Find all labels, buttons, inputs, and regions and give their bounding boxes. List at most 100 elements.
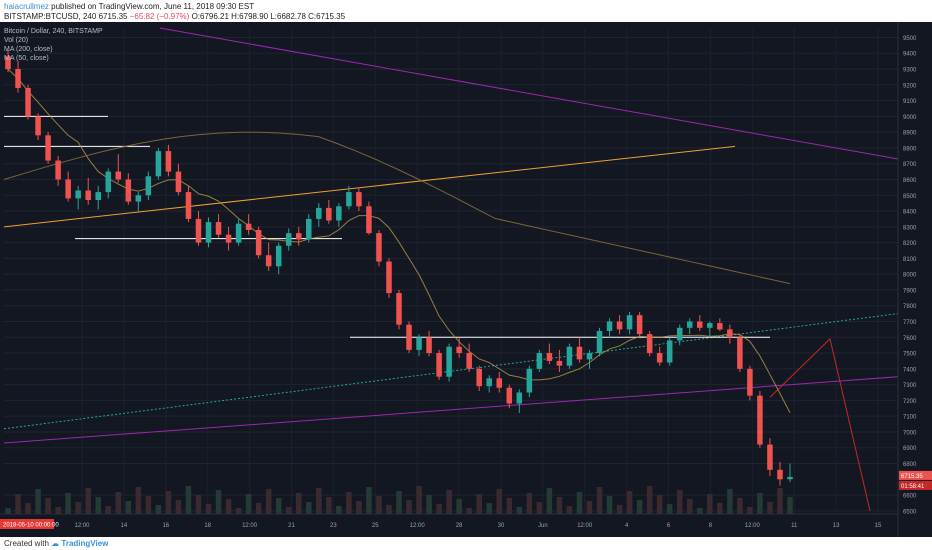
x-tick-label: 12:00 [577, 523, 593, 529]
candle-body [646, 334, 653, 354]
high-value: H:6798.90 [231, 12, 269, 21]
y-tick-label: 7900 [903, 288, 917, 294]
volume-bar [606, 496, 613, 514]
candle-body [225, 234, 232, 243]
candle-body [135, 195, 142, 202]
y-tick-label: 7100 [903, 415, 917, 421]
author-link[interactable]: haiacrullmez [4, 2, 49, 11]
candle-body [295, 233, 302, 240]
candle-body [717, 323, 723, 330]
countdown-badge: 01:58:41 [901, 484, 925, 490]
volume-bar [396, 491, 402, 514]
ma50-line [7, 68, 791, 413]
volume-bar [636, 500, 643, 514]
x-tick-label: 21 [288, 523, 295, 529]
footer: Created with ☁ TradingView [0, 537, 932, 550]
x-tick-label: 6 [667, 523, 671, 529]
volume-bar [426, 495, 432, 514]
axis-badges: 2018-05-10 00:00:00 6715.35 01:58:41 [0, 470, 932, 529]
y-tick-label: 8300 [903, 225, 917, 231]
volume-bar [195, 495, 202, 514]
candle-body [476, 368, 482, 387]
x-tick-label: Jun [538, 523, 548, 529]
volume-bar [135, 487, 142, 514]
chart-area[interactable]: 9500 9400 9300 9200 9100 9000 8900 8800 8700 8600… [0, 22, 932, 537]
volume-bar [697, 508, 703, 514]
y-tick-label: 6600 [903, 494, 917, 500]
x-tick-label: 12:00 [410, 523, 426, 529]
published-text: published on TradingView.com, June 11, 2… [48, 2, 255, 11]
low-value: L:6682.78 [270, 12, 306, 21]
volume-bar [767, 502, 773, 514]
volume-bar [185, 486, 192, 514]
y-tick-label: 8900 [903, 131, 917, 137]
volume-bar [386, 505, 392, 514]
candle-body [406, 324, 412, 350]
y-tick-label: 8600 [903, 178, 917, 184]
candle-body [566, 346, 573, 366]
x-tick-label: 4 [625, 523, 629, 529]
time-axis[interactable]: 12:00 14 16 18 12:00 21 23 25 12:00 28 30 Jun 12:00 4… [0, 513, 898, 529]
candle-body [656, 353, 663, 363]
candle-body [757, 395, 763, 445]
candle-body [466, 353, 472, 369]
ma200-line [3, 131, 791, 285]
candle-body [526, 368, 533, 393]
y-tick-label: 8000 [903, 273, 917, 279]
volume-bar [35, 489, 41, 514]
candle-body [546, 353, 553, 361]
publisher-line: haiacrullmez published on TradingView.co… [4, 2, 254, 11]
volume-bar [356, 501, 362, 514]
volume-bar [245, 494, 252, 514]
volume-bar [787, 497, 793, 514]
candle-body [456, 346, 462, 354]
y-tick-label: 7200 [903, 399, 917, 405]
volume-bar [406, 500, 412, 514]
tradingview-brand[interactable]: TradingView [61, 539, 109, 548]
volume-bar [506, 498, 513, 514]
price-chart[interactable]: 9500 9400 9300 9200 9100 9000 8900 8800 8700 8600… [0, 22, 932, 537]
candle-body [676, 327, 683, 341]
volume-bars [5, 486, 793, 514]
last-price-badge-bg [899, 470, 932, 480]
legend-ma50: MA (50, close) [4, 55, 49, 62]
volume-bar [486, 503, 492, 514]
price-axis[interactable]: 9500 9400 9300 9200 9100 9000 8900 8800 8700 8600… [897, 22, 917, 537]
volume-bar [65, 493, 71, 514]
candle-body [75, 190, 81, 199]
candle-body [255, 229, 262, 256]
volume-bar [95, 497, 101, 514]
volume-bar [165, 491, 172, 514]
legend-volume: Vol (20) [4, 37, 29, 44]
volume-bar [747, 507, 753, 514]
x-tick-label: 12:00 [745, 523, 761, 529]
open-value: O:6796.21 [191, 12, 229, 21]
x-tick-label: 8 [709, 523, 713, 529]
candle-body [275, 245, 282, 267]
y-tick-label: 7700 [903, 320, 917, 326]
y-tick-label: 6900 [903, 446, 917, 452]
candle-body [747, 368, 753, 396]
volume-bar [376, 496, 382, 514]
candle-body [195, 218, 202, 243]
candle-body [125, 179, 132, 202]
candle-body [265, 255, 272, 267]
symbol-label: BITSTAMP:BTCUSD, 240 [4, 12, 97, 21]
candle-body [65, 179, 71, 199]
volume-bar [516, 507, 523, 514]
y-tick-label: 6800 [903, 462, 917, 468]
volume-bar [416, 486, 422, 514]
candle-body [707, 323, 713, 328]
volume-bar [45, 498, 51, 514]
candle-body [556, 360, 563, 366]
last-price: 6715.35 [98, 12, 128, 21]
volume-bar [25, 503, 31, 514]
volume-bar [225, 499, 232, 514]
volume-bar [586, 501, 593, 514]
x-tick-label: 13 [833, 523, 840, 529]
x-tick-label: 16 [162, 523, 169, 529]
y-tick-label: 7300 [903, 383, 917, 389]
volume-bar [466, 508, 472, 514]
volume-bar [456, 499, 462, 514]
volume-bar [366, 487, 372, 514]
